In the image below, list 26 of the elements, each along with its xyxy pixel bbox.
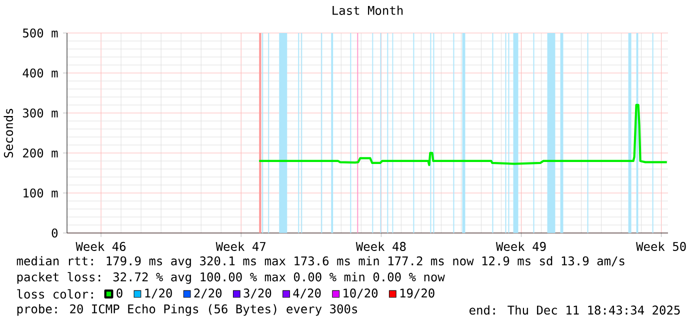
text: probe: 20 ICMP Echo Pings (56 Bytes) every 300s	[17, 304, 358, 316]
legend-label: 10/20	[344, 288, 378, 299]
legend-label: 1/20	[145, 288, 172, 299]
y-tick-label: 400 m	[22, 68, 58, 78]
y-tick-label: 0	[52, 228, 58, 238]
x-tick-label: Week 49	[496, 242, 546, 251]
line-series	[258, 104, 668, 166]
text: packet loss: 32.72 % avg 100.00 % max 0.00 % min 0.00 % now	[17, 272, 445, 284]
x-tick-label: Week 47	[216, 242, 266, 251]
y-tick-label: 100 m	[24, 188, 58, 198]
text: median rtt: 179.9 ms avg 320.1 ms max 173.6 ms min 177.2 ms now 12.9 ms sd 13.9 am/s	[16, 256, 624, 268]
x-tick-label: Week 46	[76, 242, 126, 251]
text: end: Thu Dec 11 18:43:34 2025	[470, 305, 680, 315]
x-tick-label: Week 50	[636, 242, 686, 251]
y-axis-title: Seconds	[4, 108, 14, 158]
legend-label: 4/20	[293, 288, 321, 299]
legend-title: loss color:	[17, 289, 93, 299]
legend-label: 0	[116, 288, 122, 298]
legend-label: 19/20	[400, 288, 434, 299]
y-tick-label: 500 m	[23, 28, 58, 38]
y-tick-label: 300 m	[22, 108, 58, 118]
legend-label: 2/20	[194, 288, 222, 299]
y-tick-label: 200 m	[23, 148, 58, 158]
chart-title: Last Month	[332, 6, 403, 15]
x-tick-label: Week 48	[356, 242, 406, 251]
legend-label: 3/20	[244, 288, 272, 299]
